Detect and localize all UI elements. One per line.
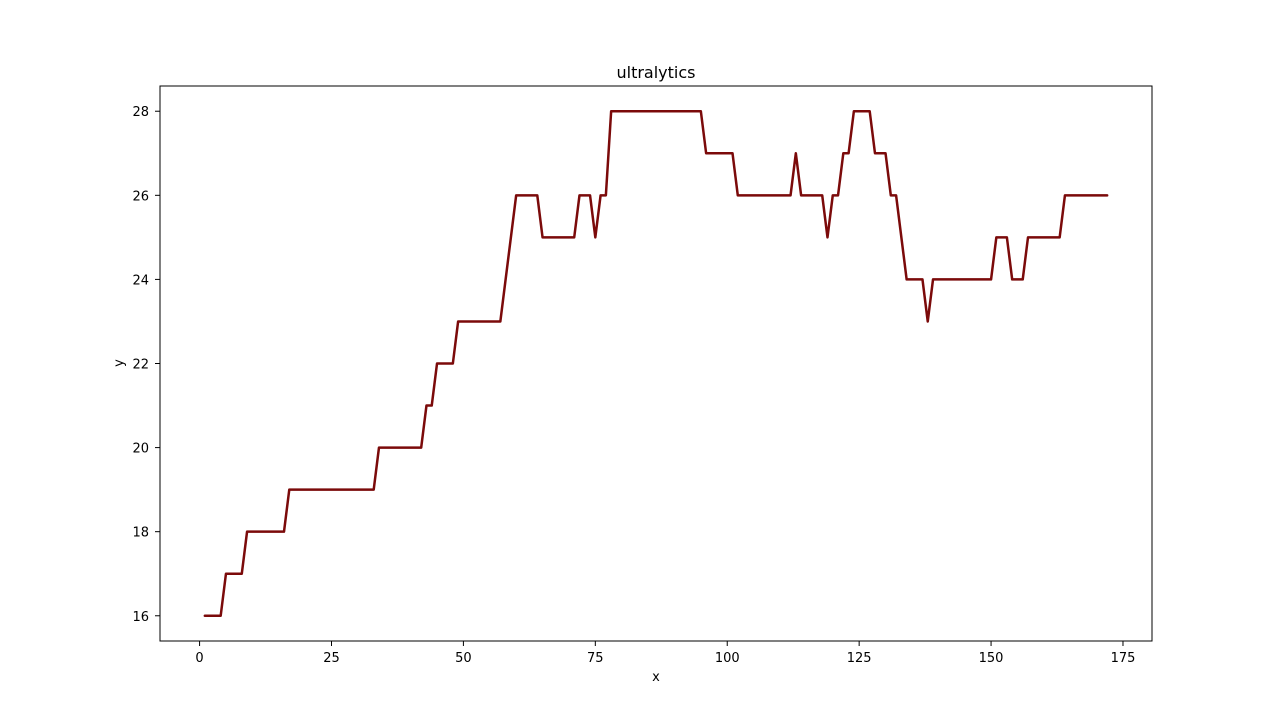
y-tick-label: 16 — [132, 610, 149, 625]
x-axis: 0 25 50 75 100 125 150 175 — [195, 641, 1135, 666]
chart-title: ultralytics — [616, 63, 695, 82]
y-tick-label: 18 — [132, 526, 149, 541]
y-axis-label: y — [112, 359, 127, 367]
series-line — [203, 109, 1109, 618]
x-tick-label: 100 — [715, 651, 740, 666]
y-tick-label: 28 — [132, 105, 149, 120]
y-tick-label: 20 — [132, 442, 149, 457]
x-tick-label: 175 — [1111, 651, 1136, 666]
x-tick-label: 125 — [847, 651, 872, 666]
x-tick-label: 50 — [455, 651, 472, 666]
x-tick-label: 25 — [323, 651, 340, 666]
plot-area — [159, 85, 1153, 642]
x-axis-label: x — [652, 670, 660, 685]
y-tick-label: 26 — [132, 189, 149, 204]
y-tick-label: 24 — [132, 273, 149, 288]
x-tick-label: 0 — [195, 651, 203, 666]
y-axis: 16 18 20 22 24 26 28 — [132, 105, 160, 625]
x-tick-label: 150 — [979, 651, 1004, 666]
y-tick-label: 22 — [132, 358, 149, 373]
x-tick-label: 75 — [587, 651, 604, 666]
